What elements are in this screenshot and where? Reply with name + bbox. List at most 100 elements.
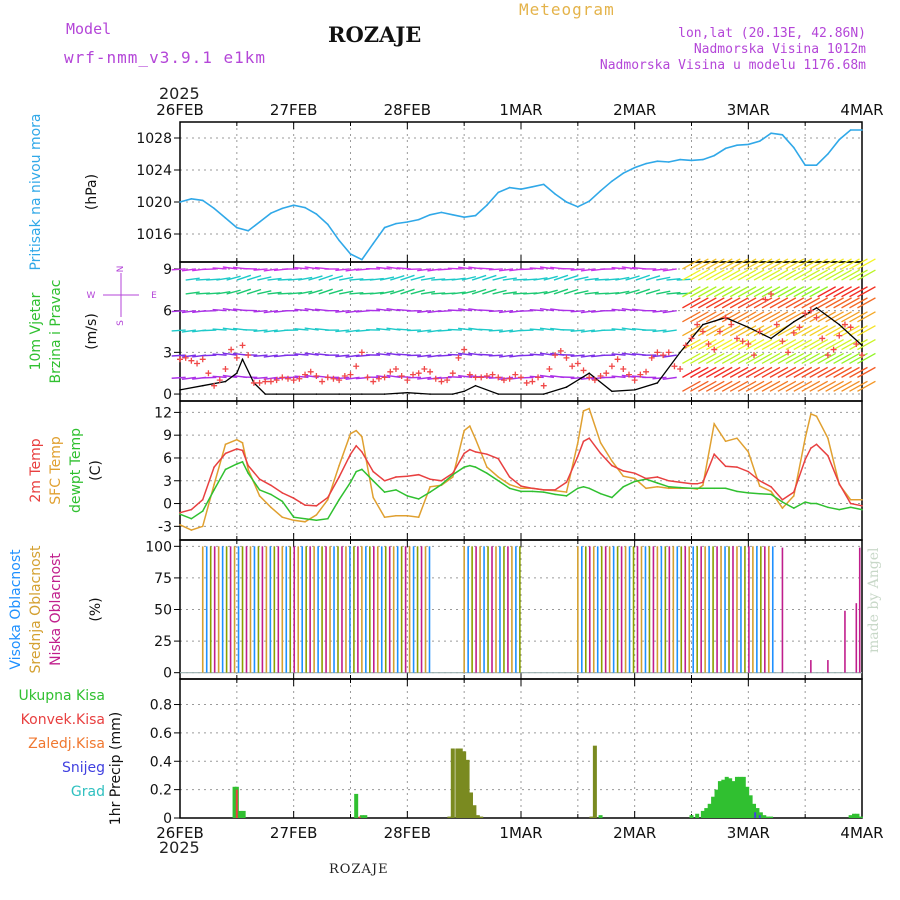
y-tick-label: 0	[163, 811, 172, 827]
wind-barb	[825, 269, 844, 281]
pressure-point	[679, 158, 681, 161]
wind-barb	[809, 297, 829, 309]
wind-barb	[753, 380, 773, 392]
wind-barb	[729, 366, 749, 378]
wind-barb	[698, 352, 717, 365]
wind-barb	[533, 277, 548, 281]
pressure-point	[486, 204, 488, 206]
wind-barb	[817, 269, 836, 281]
y-tick-label: 6	[163, 304, 172, 320]
wind-gust-marker	[495, 374, 502, 381]
wind-barb	[825, 339, 844, 351]
temp-series-point	[383, 516, 386, 519]
wind-barb	[769, 366, 789, 378]
wind-gust-marker	[631, 377, 638, 384]
wind-barb	[298, 290, 313, 295]
y-tick-label: 0.4	[150, 754, 172, 770]
wind-barb	[621, 327, 636, 331]
wind-barb	[437, 376, 452, 379]
compass-north-label: N	[116, 266, 126, 273]
wind-gust-marker	[603, 370, 610, 377]
wind-barb	[857, 325, 876, 337]
compass-west-label: W	[87, 291, 96, 301]
wind-barb	[690, 311, 709, 323]
wind-barb	[580, 329, 595, 333]
wind-barb	[729, 311, 749, 323]
temp-series-point	[724, 440, 727, 443]
wind-speed-point	[542, 393, 545, 395]
wind-barb	[478, 309, 493, 312]
wind-barb	[777, 269, 797, 281]
temp-series-point	[810, 502, 812, 505]
wind-barb	[825, 286, 844, 298]
wind-barb	[713, 297, 733, 309]
meteogram-title: Meteogram	[519, 0, 615, 19]
wind-barb	[682, 286, 701, 298]
y-tick-label: 1024	[136, 163, 172, 179]
precip-bar	[462, 751, 467, 818]
temp-series-point	[469, 425, 471, 427]
wind-barb	[656, 290, 671, 295]
temp-series-point	[241, 460, 244, 463]
wind-barb	[431, 292, 446, 295]
wind-gust-marker	[546, 366, 553, 373]
temp-series-point	[849, 502, 852, 505]
wind-barb	[185, 291, 200, 295]
wind-barb	[181, 329, 197, 333]
wind-barb	[488, 268, 503, 271]
wind-barb	[584, 291, 599, 295]
temp-series-point	[258, 489, 261, 491]
temp-series-point	[349, 453, 352, 455]
temp-series-point	[372, 479, 375, 482]
temp-series-point	[747, 451, 750, 453]
pressure-point	[724, 147, 727, 150]
wind-speed-point	[633, 389, 636, 391]
wind-barb	[857, 366, 876, 378]
wind-barb	[318, 274, 333, 281]
precip-bar	[589, 816, 594, 818]
temp-series-point	[406, 514, 409, 517]
pressure-point	[304, 206, 306, 209]
wind-gust-marker	[284, 375, 291, 382]
wind-barb	[737, 258, 757, 270]
pressure-point	[815, 164, 818, 166]
wind-speed-point	[264, 393, 267, 395]
wind-barb	[482, 274, 497, 281]
wind-barb	[171, 329, 186, 332]
temp-series-point	[463, 429, 465, 432]
temp-series-point	[577, 441, 579, 444]
temp-series-point	[486, 466, 488, 468]
wind-barb	[777, 380, 797, 392]
temp-series-point	[247, 464, 249, 467]
pressure-point	[565, 201, 568, 203]
wind-speed-point	[463, 390, 465, 393]
wind-barb	[777, 352, 797, 365]
temp-series-point	[355, 429, 357, 432]
wind-barb	[825, 311, 844, 323]
wind-barb	[298, 276, 313, 281]
temp-series-point	[724, 465, 727, 468]
wind-barb	[777, 325, 797, 337]
pressure-point	[531, 186, 534, 188]
wind-barb	[652, 268, 667, 272]
wind-gust-marker	[302, 371, 309, 378]
wind-barb	[817, 258, 836, 270]
wind-barb	[539, 352, 555, 356]
temp-series-point	[781, 501, 784, 503]
temp-series-point	[667, 479, 670, 482]
wind-barb	[447, 267, 462, 270]
wind-speed-point	[241, 358, 244, 361]
wind-gust-marker	[620, 366, 627, 373]
wind-barb	[721, 269, 741, 281]
temp-series-point	[355, 470, 357, 473]
temp-series-point	[429, 491, 431, 493]
pressure-point	[849, 129, 852, 131]
temp-series-point	[270, 484, 272, 487]
wind-barb	[793, 325, 813, 337]
wind-gust-marker	[591, 377, 598, 384]
temp-series-point	[622, 470, 625, 472]
wind-gust-marker	[535, 374, 542, 381]
temp-series-point	[247, 472, 249, 474]
wind-gust-marker	[381, 374, 388, 381]
wind-barb	[809, 352, 829, 365]
